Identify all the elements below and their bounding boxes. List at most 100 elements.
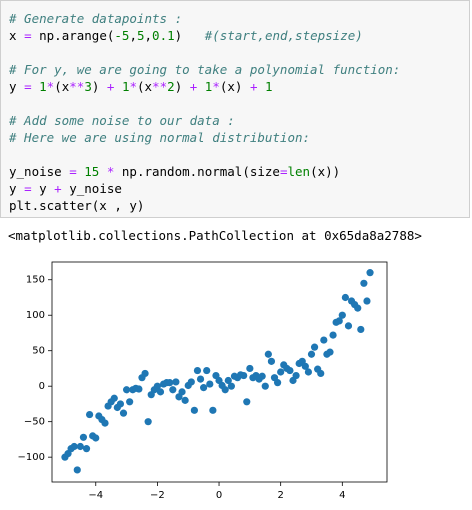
y-tick-label: 100 bbox=[26, 310, 45, 321]
point bbox=[277, 368, 285, 376]
code-token: ** bbox=[69, 79, 85, 94]
point bbox=[258, 372, 266, 380]
y-tick-label: 0 bbox=[39, 381, 45, 392]
code-token: + bbox=[189, 79, 198, 94]
code-token: # For y, we are going to take a polynomi… bbox=[9, 62, 401, 77]
point bbox=[243, 398, 251, 406]
code-token: y bbox=[31, 181, 55, 196]
point bbox=[119, 409, 128, 417]
code-cell[interactable]: # Generate datapoints :x = np.arange(-5,… bbox=[0, 0, 470, 218]
point bbox=[166, 379, 174, 387]
code-line bbox=[9, 146, 469, 163]
code-line: y = y + y_noise bbox=[9, 180, 469, 197]
code-token: 5 bbox=[136, 28, 145, 43]
code-token: * bbox=[46, 79, 55, 94]
point bbox=[187, 378, 195, 386]
code-line: x = np.arange(-5,5,0.1) #(start,end,step… bbox=[9, 27, 469, 44]
point bbox=[341, 293, 349, 302]
code-token: 1 bbox=[31, 79, 47, 94]
point bbox=[363, 297, 371, 305]
code-token: * bbox=[99, 164, 122, 179]
point bbox=[92, 434, 100, 442]
point bbox=[329, 331, 337, 339]
point bbox=[338, 311, 346, 319]
point bbox=[156, 388, 165, 396]
code-token: np.arange( bbox=[31, 28, 115, 43]
point bbox=[304, 368, 313, 376]
point bbox=[344, 322, 353, 330]
code-token: = bbox=[24, 79, 32, 94]
point bbox=[82, 445, 91, 453]
chart: −4 −2 0 2 4 −100 −50 0 50 100 150 bbox=[18, 261, 388, 501]
code-token: (x bbox=[137, 79, 153, 94]
y-tick-label: 150 bbox=[26, 275, 45, 286]
point bbox=[292, 371, 300, 380]
point bbox=[141, 369, 149, 378]
point bbox=[144, 418, 152, 426]
point bbox=[357, 325, 365, 334]
code-token: y_noise bbox=[9, 164, 70, 179]
code-token: ) bbox=[174, 79, 190, 94]
point bbox=[264, 350, 272, 358]
x-tick-label: 4 bbox=[339, 490, 345, 501]
point bbox=[193, 366, 202, 375]
code-token: * bbox=[212, 79, 220, 94]
point bbox=[301, 362, 309, 370]
point bbox=[366, 269, 374, 277]
point bbox=[335, 317, 343, 325]
point bbox=[360, 279, 368, 287]
point bbox=[116, 400, 125, 408]
point bbox=[200, 384, 208, 392]
point bbox=[310, 343, 319, 351]
x-tick-label: 0 bbox=[216, 490, 222, 501]
point bbox=[206, 380, 214, 388]
code-token: (x)) bbox=[310, 164, 341, 179]
code-token: * bbox=[129, 79, 138, 94]
point bbox=[261, 382, 269, 390]
code-token: 3 bbox=[84, 79, 92, 94]
x-tick-label: 2 bbox=[277, 490, 283, 501]
point bbox=[221, 386, 229, 394]
point bbox=[286, 366, 294, 375]
code-token: ** bbox=[152, 79, 168, 94]
y-tick-label: −50 bbox=[24, 417, 45, 428]
code-token: x bbox=[9, 28, 25, 43]
code-line bbox=[9, 95, 469, 112]
code-token: + bbox=[54, 181, 62, 196]
code-token: + bbox=[249, 79, 258, 94]
code-token: y bbox=[9, 181, 25, 196]
point bbox=[169, 386, 177, 394]
code-token: #(start,end,stepsize) bbox=[204, 28, 363, 43]
code-token: ) bbox=[174, 28, 205, 43]
point bbox=[354, 304, 362, 312]
code-token: 1 bbox=[114, 79, 130, 94]
code-line: # Add some noise to our data : bbox=[9, 112, 469, 129]
point bbox=[110, 394, 118, 402]
code-token: (x bbox=[54, 79, 70, 94]
point bbox=[172, 378, 180, 386]
code-token: (x) bbox=[219, 79, 250, 94]
point bbox=[240, 371, 248, 380]
point bbox=[267, 357, 276, 365]
code-token: -5 bbox=[114, 28, 130, 43]
point bbox=[190, 406, 198, 414]
code-token: y_noise bbox=[61, 181, 122, 196]
code-token: + bbox=[106, 79, 115, 94]
code-token: # Generate datapoints : bbox=[9, 11, 183, 26]
point bbox=[70, 442, 78, 451]
point bbox=[209, 406, 217, 414]
point bbox=[196, 375, 205, 383]
point bbox=[326, 348, 334, 356]
point bbox=[203, 366, 211, 375]
point bbox=[122, 386, 131, 394]
point bbox=[178, 388, 186, 396]
code-token: = bbox=[24, 181, 32, 196]
code-token: np.random.normal(size bbox=[121, 164, 280, 179]
point bbox=[227, 382, 235, 390]
y-tick-label: −100 bbox=[18, 452, 45, 463]
point bbox=[126, 398, 134, 406]
point bbox=[320, 336, 328, 344]
code-token: = bbox=[279, 164, 288, 179]
point bbox=[135, 385, 143, 393]
